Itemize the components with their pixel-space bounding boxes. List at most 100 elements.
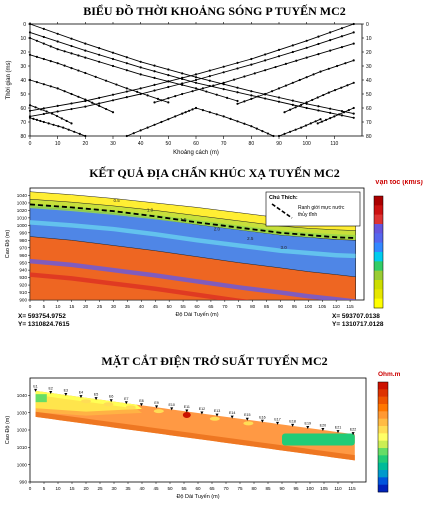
travel-time-chart: 0 10 20 30 40 50 60 70 80 90 100 110 0 0 10 10 20 20 30 30 4… [6,22,372,156]
series-15 [277,118,322,138]
colorbar-title: Vận tốc (km/s) [375,180,423,186]
data-point [56,40,59,43]
electrode-marker [230,415,234,419]
data-point [264,92,267,96]
series-14 [194,106,275,138]
data-point [342,111,346,114]
x-tick-label: 110 [333,304,341,309]
data-point [28,78,32,82]
data-point [184,111,187,114]
y-tick-label: 1020 [17,208,28,213]
y-tick-label: 1010 [17,215,28,220]
data-point [317,35,320,38]
x-tick-label: 95 [292,304,298,309]
data-point [181,76,184,79]
data-point [70,107,73,111]
electrode-marker [155,405,159,409]
x-tick-label: 60 [194,304,200,309]
data-point [160,120,163,124]
data-point [284,62,288,65]
data-point [300,126,303,129]
x-tick-label: 15 [69,486,75,491]
y-tick-label: 1040 [17,193,28,198]
data-point [73,130,76,133]
data-point [111,57,115,61]
legend-note-title: Chú Thích: [269,195,298,201]
data-point [111,51,115,54]
data-point [236,99,239,103]
colorbar-swatch [378,396,388,405]
colorbar-swatch [374,214,383,225]
data-point [229,117,232,120]
data-point [272,134,275,138]
electrode-label: E6 [109,395,113,399]
data-point [70,67,73,70]
colorbar-swatch [374,252,383,262]
data-point [42,107,45,110]
data-point [319,70,322,73]
data-point [111,99,115,102]
electrode-marker [336,430,340,434]
x-tick-label: 70 [221,141,227,147]
colorbar-swatch [378,389,388,397]
data-point [42,27,45,30]
data-point [47,122,50,125]
data-point [222,71,225,74]
refraction-chart: 0.5 1.0 1.5 2.0 2.5 3.0 0 5 10 15 20 25 30 35 40 45 50 55… [5,180,423,318]
contour-label: 3.0 [281,245,288,250]
data-point [194,81,198,84]
electrode-label: E13 [214,409,220,413]
x-tick-label: 100 [306,486,314,491]
colorbar-swatch [378,455,388,463]
series-6 [28,22,355,112]
data-point [42,42,45,45]
data-point [340,27,344,30]
data-point [84,105,87,108]
data-point [39,119,42,123]
legend-note-text-2: thủy tĩnh [298,211,317,218]
data-point [347,109,350,112]
coord-right-y: Y= 1310717.0128 [332,321,384,328]
data-point [264,53,267,56]
data-point [236,61,239,64]
data-point [84,71,87,75]
data-point [167,68,170,71]
y-tick-label-right: 50 [366,92,372,98]
electrode-label: E10 [168,403,174,407]
data-point [34,106,37,109]
data-point [352,22,355,26]
y-tick-label: 950 [19,260,27,265]
data-point [250,125,253,128]
series-10 [283,81,355,114]
y-tick-label-right: 20 [366,50,372,56]
data-point [208,111,211,114]
data-point [125,56,128,59]
x-tick-label: 40 [139,486,145,491]
shallow-pocket [81,399,91,404]
electrode-label: E22 [350,428,356,432]
colorbar-swatch [374,233,383,243]
data-point [250,90,253,93]
shallow-pocket [209,416,220,421]
x-tick-label: 100 [304,304,312,309]
data-point [153,83,156,86]
data-point [352,59,355,62]
data-point [243,122,246,125]
data-point [222,81,225,84]
data-point [125,90,128,93]
data-point [146,126,149,129]
x-tick-label: 10 [55,304,61,309]
data-point [257,95,260,98]
electrode-marker [351,432,355,436]
y-tick-label: 70 [20,120,26,126]
data-point [344,62,347,65]
series-9 [236,59,355,105]
data-point [77,95,80,98]
electrode-marker [321,428,325,432]
x-tick-label: 30 [111,304,117,309]
data-point [291,50,294,54]
layer-band [30,258,356,300]
data-point [317,105,320,108]
data-point [305,101,308,104]
electrode-label: E14 [229,411,235,415]
